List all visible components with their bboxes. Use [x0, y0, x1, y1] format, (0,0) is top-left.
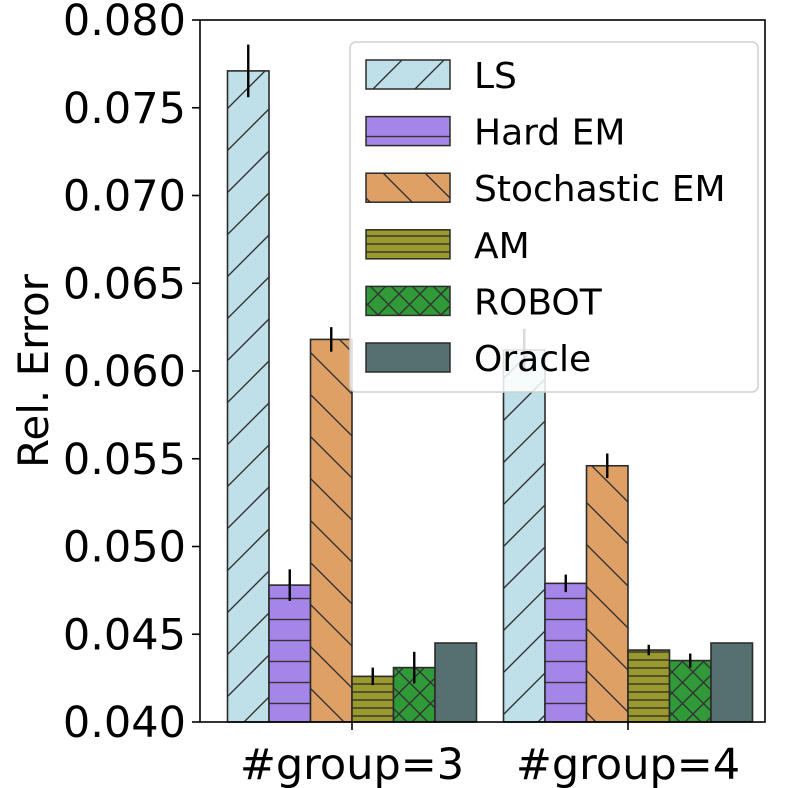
bar-hard-em-group-4	[544, 582, 588, 723]
y-axis-label: Rel. Error	[9, 273, 58, 468]
y-axis-ticks: 0.040 0.045 0.050 0.055 0.060 0.065 0.070 0.075…	[63, 0, 200, 748]
legend-frame	[349, 41, 759, 393]
legend-label-hard-em: Hard EM	[474, 113, 625, 154]
legend-swatch-ls	[365, 59, 451, 90]
legend-swatch-stochastic-em	[365, 172, 451, 203]
y-tick-label: 0.045	[63, 610, 186, 660]
bar-stochastic-em-group-3	[309, 338, 353, 723]
x-tick-label: #group=3	[240, 740, 464, 788]
legend-label-robot: ROBOT	[474, 282, 603, 323]
bar-oracle-group-3-fill	[435, 643, 477, 722]
legend-swatch-oracle-fill	[366, 343, 450, 372]
bar-stochastic-em-group-4	[585, 464, 629, 723]
bar-ls-group-4	[502, 349, 546, 723]
x-axis-ticks: #group=3 #group=4	[240, 722, 740, 788]
bar-hard-em-group-3	[268, 584, 312, 723]
bar-robot-group-4	[668, 659, 712, 723]
legend-label-stochastic-em: Stochastic EM	[474, 169, 726, 210]
bars-layer	[226, 70, 754, 723]
legend-swatch-robot	[365, 285, 451, 317]
bar-ls-group-3	[226, 70, 270, 723]
y-tick-label: 0.055	[63, 435, 186, 485]
legend: LS Hard EM Stochastic EM AM ROBOT Oracle	[349, 41, 759, 393]
y-tick-label: 0.060	[63, 347, 186, 397]
y-tick-label: 0.075	[63, 84, 186, 134]
legend-swatch-hard-em	[365, 115, 451, 147]
legend-swatch-am	[365, 229, 451, 260]
legend-swatch-oracle	[365, 342, 451, 373]
bar-oracle-group-4-fill	[711, 643, 753, 722]
bar-am-group-4	[627, 649, 671, 723]
x-tick-label: #group=4	[516, 740, 740, 788]
legend-label-am: AM	[474, 226, 530, 267]
legend-label-ls: LS	[474, 56, 517, 97]
y-tick-label: 0.040	[63, 698, 186, 748]
y-tick-label: 0.070	[63, 172, 186, 222]
y-tick-label: 0.080	[63, 0, 186, 46]
y-tick-label: 0.050	[63, 523, 186, 573]
y-tick-label: 0.065	[63, 259, 186, 309]
legend-label-oracle: Oracle	[474, 339, 591, 380]
